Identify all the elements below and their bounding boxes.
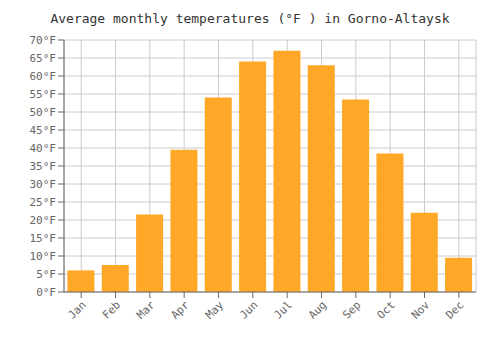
svg-text:Jun: Jun	[237, 298, 260, 321]
svg-text:Nov: Nov	[409, 298, 433, 322]
svg-text:0°F: 0°F	[36, 286, 56, 299]
svg-text:Jan: Jan	[66, 298, 89, 321]
svg-text:Mar: Mar	[134, 298, 158, 322]
svg-text:30°F: 30°F	[30, 178, 57, 191]
svg-text:40°F: 40°F	[30, 142, 57, 155]
svg-text:25°F: 25°F	[30, 196, 57, 209]
svg-text:45°F: 45°F	[30, 124, 57, 137]
svg-text:50°F: 50°F	[30, 106, 57, 119]
svg-text:70°F: 70°F	[30, 34, 57, 47]
svg-text:5°F: 5°F	[36, 268, 56, 281]
svg-text:35°F: 35°F	[30, 160, 57, 173]
svg-text:55°F: 55°F	[30, 88, 57, 101]
svg-text:Feb: Feb	[100, 298, 123, 321]
svg-text:65°F: 65°F	[30, 52, 57, 65]
svg-text:10°F: 10°F	[30, 250, 57, 263]
svg-text:Apr: Apr	[169, 298, 193, 322]
svg-text:60°F: 60°F	[30, 70, 57, 83]
svg-text:Jul: Jul	[272, 298, 295, 321]
svg-text:Aug: Aug	[306, 298, 329, 321]
svg-text:Sep: Sep	[340, 298, 363, 321]
html-text:Average monthly temperatures (: Average monthly temperatures (°F ) in Go…	[50, 11, 450, 26]
svg-text:May: May	[203, 298, 227, 322]
svg-text:Oct: Oct	[375, 298, 398, 321]
svg-text:15°F: 15°F	[30, 232, 57, 245]
svg-text:Dec: Dec	[443, 298, 466, 321]
svg-text:20°F: 20°F	[30, 214, 57, 227]
